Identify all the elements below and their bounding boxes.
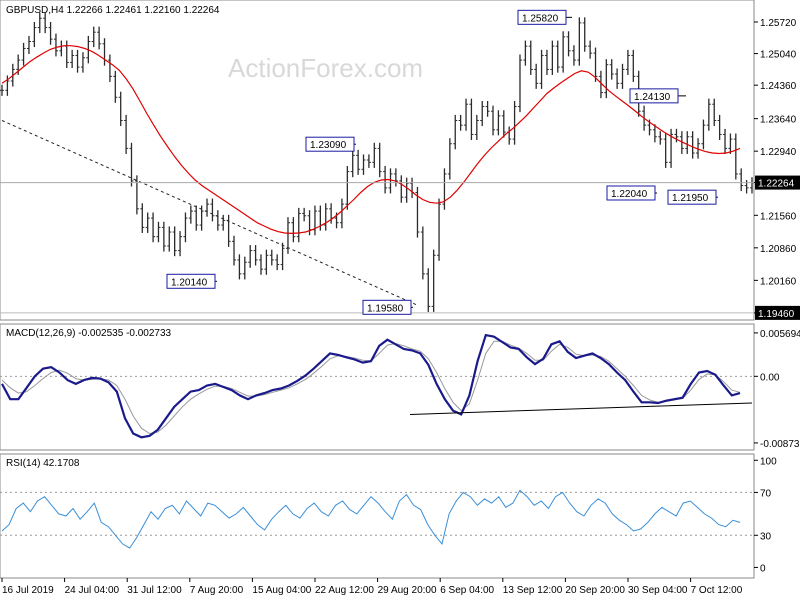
macd-lines bbox=[1, 333, 753, 439]
macd-panel-frame bbox=[0, 323, 755, 451]
x-tick-label: 20 Sep 20:00 bbox=[565, 585, 625, 596]
price-annotations: 1.25820 1.23090 1.24130 1.22040 1.21950 1.201… bbox=[166, 9, 718, 315]
annotation-box bbox=[629, 88, 679, 104]
macd-y-tick-label: 0.00 bbox=[760, 372, 780, 383]
bottom-level-label: 1.19460 bbox=[758, 309, 795, 320]
rsi-title: RSI(14) 42.1708 bbox=[6, 458, 80, 469]
price-y-tick-label: 1.25720 bbox=[760, 18, 797, 29]
watermark: ActionForex.com bbox=[228, 53, 423, 83]
x-tick-label: 7 Aug 20:00 bbox=[190, 585, 244, 596]
price-y-tick-label: 1.20860 bbox=[760, 244, 797, 255]
rsi-y-tick-label: 70 bbox=[760, 488, 772, 499]
rsi-y-tick-label: 0 bbox=[760, 563, 766, 574]
annotation-box bbox=[362, 299, 412, 315]
annotation-box bbox=[305, 136, 355, 152]
annotation-box bbox=[166, 273, 216, 289]
x-tick-label: 7 Oct 12:00 bbox=[691, 585, 743, 596]
bottom-level-box bbox=[755, 305, 800, 320]
support-trendline bbox=[1, 120, 419, 306]
current-price-box bbox=[755, 175, 800, 190]
annotation-label: 1.20140 bbox=[171, 277, 208, 288]
x-axis: 16 Jul 2019 24 Jul 04:00 31 Jul 12:00 7 Aug… bbox=[1, 578, 743, 596]
annotation-label: 1.25820 bbox=[522, 13, 559, 24]
macd-title: MACD(12,26,9) -0.002535 -0.002733 bbox=[6, 328, 172, 339]
x-tick-label: 6 Sep 04:00 bbox=[440, 585, 494, 596]
x-tick-label: 16 Jul 2019 bbox=[2, 585, 54, 596]
annotation-box bbox=[606, 185, 656, 201]
annotation-box bbox=[667, 189, 717, 205]
macd-axis: 0.005694 0.00 -0.008737 bbox=[0, 329, 800, 450]
price-y-tick-label: 1.24360 bbox=[760, 81, 797, 92]
x-tick-label: 24 Jul 04:00 bbox=[65, 585, 120, 596]
price-ma-line bbox=[1, 45, 741, 235]
price-trendline bbox=[1, 120, 419, 306]
price-panel-frame bbox=[0, 0, 755, 321]
macd-y-tick-label: 0.005694 bbox=[760, 329, 800, 340]
macd-y-tick-label: -0.008737 bbox=[760, 439, 800, 450]
annotation-box bbox=[517, 9, 567, 25]
rsi-y-tick-label: 100 bbox=[760, 456, 777, 467]
rsi-panel-frame bbox=[0, 453, 755, 579]
annotation-label: 1.23090 bbox=[310, 140, 347, 151]
annotation-label: 1.22040 bbox=[611, 189, 648, 200]
x-tick-label: 22 Aug 12:00 bbox=[315, 585, 374, 596]
rsi-axis: 100 70 30 0 bbox=[0, 456, 777, 574]
price-y-tick-label: 1.21560 bbox=[760, 211, 797, 222]
macd-line bbox=[1, 333, 741, 439]
x-tick-label: 31 Jul 12:00 bbox=[127, 585, 182, 596]
annotation-label: 1.19580 bbox=[367, 303, 404, 314]
price-y-tick-label: 1.23640 bbox=[760, 115, 797, 126]
x-tick-label: 30 Sep 04:00 bbox=[628, 585, 688, 596]
price-y-tick-label: 1.20160 bbox=[760, 276, 797, 287]
moving-average-line bbox=[1, 45, 741, 235]
annotation-label: 1.21950 bbox=[672, 193, 709, 204]
rsi-lines bbox=[1, 489, 741, 549]
price-y-tick-label: 1.22940 bbox=[760, 147, 797, 158]
x-tick-label: 13 Sep 12:00 bbox=[503, 585, 563, 596]
x-tick-label: 15 Aug 04:00 bbox=[252, 585, 311, 596]
rsi-y-tick-label: 30 bbox=[760, 531, 772, 542]
x-tick-label: 29 Aug 20:00 bbox=[378, 585, 437, 596]
current-price-label: 1.22264 bbox=[758, 179, 795, 190]
rsi-line bbox=[1, 489, 741, 549]
annotation-label: 1.24130 bbox=[634, 92, 671, 103]
price-title: GBPUSD,H4 1.22266 1.22461 1.22160 1.2226… bbox=[6, 5, 220, 16]
macd-trendline bbox=[409, 402, 753, 415]
price-y-tick-label: 1.25040 bbox=[760, 50, 797, 61]
price-bars bbox=[0, 12, 754, 312]
price-axis: 1.25720 1.25040 1.24360 1.23640 1.22940 1.215… bbox=[754, 18, 797, 314]
